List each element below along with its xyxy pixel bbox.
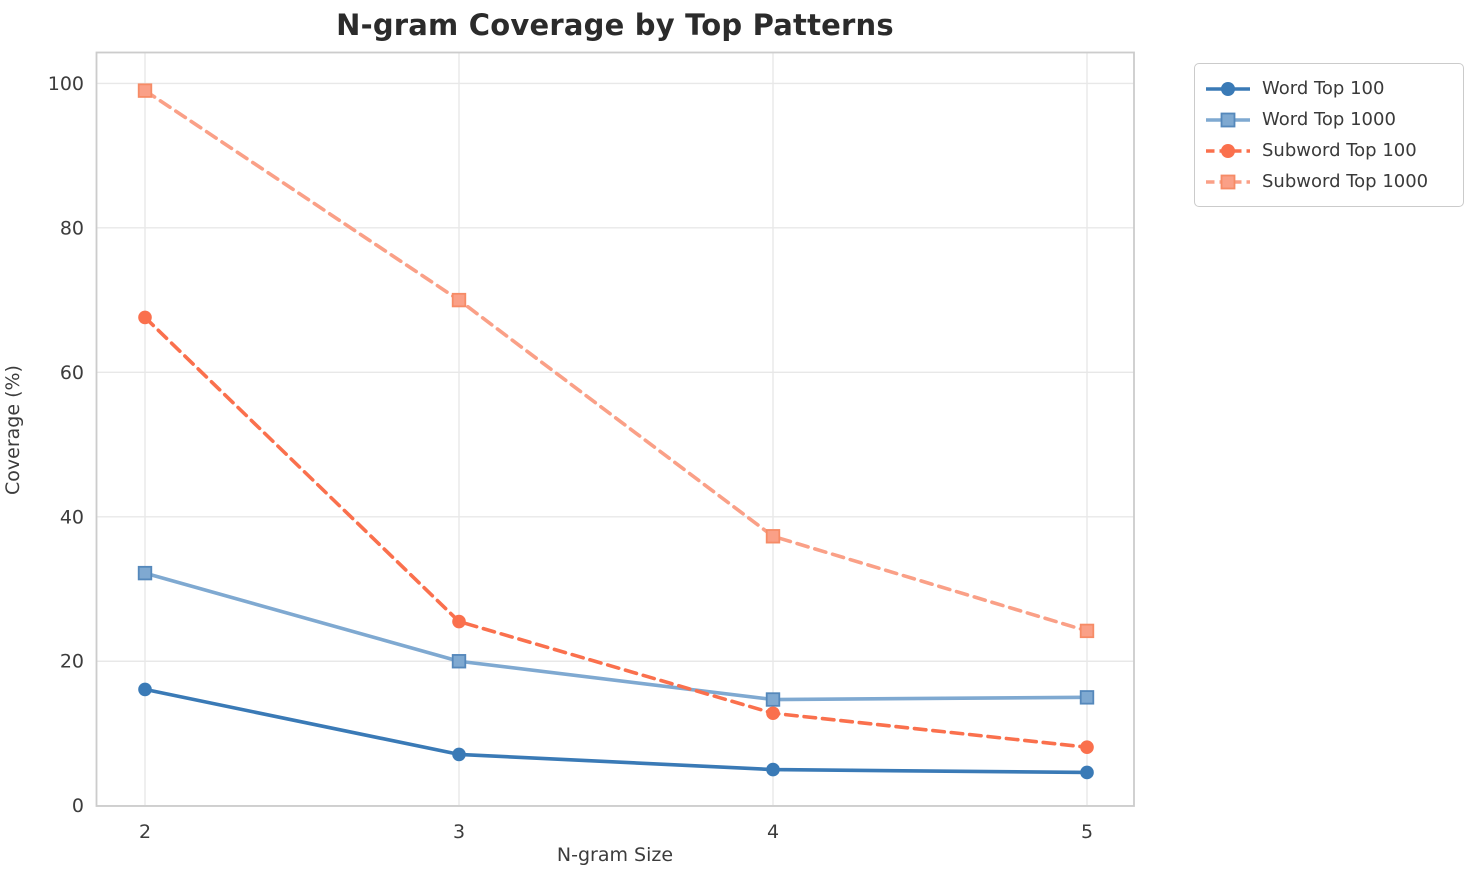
chart-title: N-gram Coverage by Top Patterns: [336, 8, 894, 42]
data-point-subword-top-100: [138, 310, 152, 325]
data-point-word-top-1000: [765, 692, 781, 707]
legend-label: Word Top 100: [1262, 78, 1385, 99]
legend-sample-circle-icon: [1206, 143, 1250, 158]
series-line-word-top-100: [143, 687, 1089, 775]
y-tick-label: 80: [60, 217, 84, 239]
x-tick-label: 5: [1081, 821, 1093, 843]
y-tick-label: 0: [72, 795, 84, 817]
data-point-word-top-100: [766, 762, 780, 777]
data-point-subword-top-1000: [765, 529, 781, 544]
data-point-word-top-100: [1080, 765, 1094, 780]
y-tick-label: 40: [60, 506, 84, 528]
data-point-subword-top-1000: [451, 292, 467, 308]
data-point-word-top-1000: [451, 654, 467, 669]
plot-border: [95, 51, 1135, 807]
legend-sample-square-icon: [1206, 112, 1250, 127]
data-point-subword-top-100: [766, 706, 780, 721]
y-axis-label: Coverage (%): [2, 365, 24, 495]
y-tick-label: 100: [48, 73, 84, 95]
legend-box: Word Top 100 Word Top 1000 Subword Top 100…: [1194, 63, 1464, 207]
legend-label: Word Top 1000: [1262, 109, 1396, 130]
data-point-word-top-100: [452, 747, 466, 762]
legend-item: Word Top 1000: [1205, 104, 1451, 135]
data-point-subword-top-100: [452, 614, 466, 629]
legend-sample-circle-icon: [1206, 81, 1250, 96]
series-line-subword-top-100: [143, 315, 1089, 749]
y-tick-label: 60: [60, 362, 84, 384]
x-tick-label: 3: [453, 821, 465, 843]
y-tick-label: 20: [60, 651, 84, 673]
data-point-word-top-1000: [137, 565, 153, 581]
legend-item: Subword Top 100: [1205, 135, 1451, 166]
legend-item: Subword Top 1000: [1205, 166, 1451, 197]
legend-item: Word Top 100: [1205, 73, 1451, 104]
legend-sample-square-icon: [1206, 174, 1250, 189]
data-point-subword-top-100: [1080, 740, 1094, 754]
data-point-word-top-100: [138, 682, 152, 697]
y-axis-label-wrap: Coverage (%): [2, 340, 24, 520]
x-tick-label: 4: [767, 821, 779, 843]
x-tick-label: 2: [139, 821, 151, 843]
series-line-subword-top-1000: [143, 88, 1089, 633]
legend-label: Subword Top 1000: [1262, 171, 1429, 192]
data-point-word-top-1000: [1079, 690, 1095, 705]
data-point-subword-top-1000: [1079, 623, 1095, 639]
data-point-subword-top-1000: [137, 83, 153, 98]
legend-label: Subword Top 100: [1262, 140, 1417, 161]
series-line-word-top-1000: [143, 571, 1089, 702]
x-axis-label: N-gram Size: [556, 844, 674, 866]
